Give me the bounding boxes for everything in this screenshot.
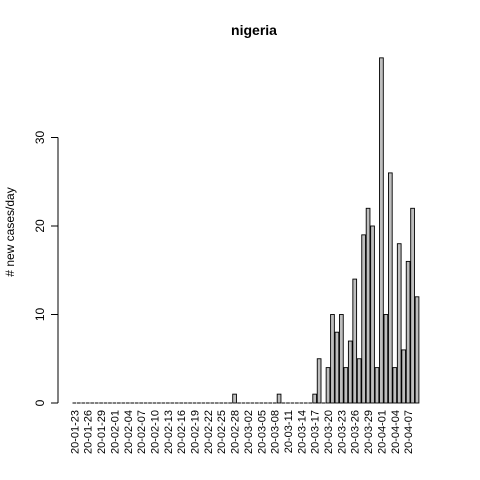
bar — [325, 367, 331, 404]
bar — [374, 367, 380, 404]
bar — [343, 367, 349, 404]
x-tick-label: 20-03-17 — [310, 410, 322, 454]
x-tick-label: 20-03-23 — [336, 410, 348, 454]
x-tick-label: 20-02-13 — [163, 410, 175, 454]
x-tick-label: 20-02-28 — [230, 410, 242, 454]
x-tick-label: 20-04-07 — [403, 410, 415, 454]
x-tick-label: 20-03-29 — [363, 410, 375, 454]
x-tick-label: 20-03-08 — [270, 410, 282, 454]
x-tick-label: 20-04-01 — [376, 410, 388, 454]
bar — [383, 314, 389, 404]
bar — [352, 278, 358, 404]
x-tick-label: 20-03-05 — [256, 410, 268, 454]
y-axis-label: # new cases/day — [3, 187, 17, 276]
bar — [414, 296, 420, 404]
bar — [396, 243, 402, 404]
y-tick-label: 30 — [33, 131, 47, 145]
x-tick-labels: 20-01-23 20-01-26 20-01-29 20-02-01 20-02-04… — [69, 410, 415, 454]
bar — [405, 260, 411, 404]
x-tick-label: 20-02-25 — [216, 410, 228, 454]
chart-title: nigeria — [231, 22, 277, 38]
bar — [379, 57, 384, 404]
bars-group — [72, 57, 420, 404]
y-tick-label: 0 — [33, 399, 47, 406]
x-tick-label: 20-03-26 — [350, 410, 362, 454]
bar — [347, 340, 353, 404]
bar — [334, 331, 340, 404]
bar — [388, 172, 393, 404]
x-tick-label: 20-02-22 — [203, 410, 215, 454]
bar — [365, 207, 371, 404]
x-tick-label: 20-01-29 — [96, 410, 108, 454]
x-tick-label: 20-03-14 — [296, 410, 308, 454]
x-tick-label: 20-03-11 — [283, 410, 295, 453]
x-tick-label: 20-01-23 — [69, 410, 81, 454]
bar — [316, 358, 322, 404]
bar — [370, 225, 375, 404]
x-tick-label: 20-02-01 — [109, 410, 121, 454]
y-axis: 0 10 20 30 — [33, 131, 59, 406]
x-tick-label: 20-02-04 — [123, 410, 135, 454]
y-tick-label: 20 — [33, 219, 47, 233]
bar — [232, 393, 237, 404]
y-tick-label: 10 — [33, 308, 47, 322]
bar — [339, 314, 344, 404]
x-tick-label: 20-03-02 — [243, 410, 255, 454]
x-tick-label: 20-02-16 — [176, 410, 188, 454]
x-tick-label: 20-02-10 — [149, 410, 161, 454]
bar — [401, 349, 406, 404]
bar — [312, 393, 317, 404]
x-tick-label: 20-03-20 — [323, 410, 335, 454]
x-tick-label: 20-04-04 — [390, 410, 402, 454]
bar — [410, 207, 415, 404]
bar — [276, 393, 282, 404]
x-tick-label: 20-02-19 — [190, 410, 202, 454]
x-tick-label: 20-02-07 — [136, 410, 148, 454]
x-tick-label: 20-01-26 — [83, 410, 95, 454]
bar — [392, 367, 398, 404]
bar — [356, 358, 362, 404]
bar — [330, 314, 335, 404]
bar — [361, 234, 366, 404]
